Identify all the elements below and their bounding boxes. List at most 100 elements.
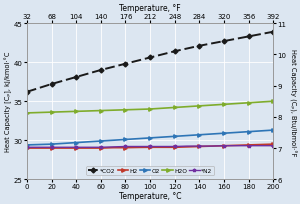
O2 bbox=[272, 129, 275, 132]
O2 bbox=[210, 133, 214, 135]
*CO2 bbox=[272, 31, 275, 34]
O2 bbox=[148, 137, 152, 140]
H2O bbox=[222, 104, 226, 106]
H2O bbox=[198, 105, 201, 108]
*CO2 bbox=[247, 36, 250, 38]
H2O bbox=[235, 103, 238, 105]
*N2 bbox=[62, 146, 66, 149]
O2 bbox=[160, 136, 164, 139]
H2O bbox=[111, 109, 115, 112]
*N2 bbox=[38, 146, 41, 149]
H2 bbox=[50, 147, 53, 150]
O2 bbox=[87, 141, 90, 143]
O2 bbox=[173, 135, 177, 138]
*N2 bbox=[222, 145, 226, 147]
*N2 bbox=[185, 145, 189, 148]
H2O bbox=[247, 102, 250, 104]
*N2 bbox=[259, 145, 263, 147]
O2 bbox=[62, 142, 66, 145]
*CO2 bbox=[124, 63, 127, 66]
*CO2 bbox=[87, 73, 90, 75]
*CO2 bbox=[185, 48, 189, 50]
H2 bbox=[62, 147, 66, 150]
H2O bbox=[259, 101, 263, 104]
*CO2 bbox=[210, 43, 214, 45]
H2 bbox=[185, 146, 189, 148]
*N2 bbox=[74, 146, 78, 149]
H2O bbox=[210, 104, 214, 107]
H2 bbox=[173, 146, 177, 149]
H2O bbox=[148, 108, 152, 111]
H2 bbox=[272, 143, 275, 146]
Line: H2: H2 bbox=[25, 143, 275, 150]
H2 bbox=[198, 145, 201, 148]
O2 bbox=[185, 135, 189, 137]
*CO2 bbox=[38, 87, 41, 90]
H2 bbox=[235, 144, 238, 147]
O2 bbox=[247, 131, 250, 133]
*N2 bbox=[210, 145, 214, 148]
H2 bbox=[124, 147, 127, 149]
*CO2 bbox=[50, 83, 53, 86]
O2 bbox=[111, 139, 115, 142]
*N2 bbox=[247, 145, 250, 147]
H2O bbox=[50, 111, 53, 114]
O2 bbox=[259, 130, 263, 132]
O2 bbox=[25, 144, 29, 146]
H2O bbox=[272, 101, 275, 103]
H2O bbox=[99, 110, 103, 112]
H2 bbox=[148, 146, 152, 149]
*CO2 bbox=[148, 57, 152, 59]
H2O bbox=[25, 112, 29, 115]
*N2 bbox=[148, 145, 152, 148]
H2O bbox=[38, 112, 41, 114]
X-axis label: Temperature, °F: Temperature, °F bbox=[119, 4, 181, 13]
Line: H2O: H2O bbox=[25, 100, 275, 115]
H2 bbox=[136, 146, 140, 149]
*N2 bbox=[124, 145, 127, 148]
O2 bbox=[74, 142, 78, 144]
*N2 bbox=[111, 146, 115, 148]
H2 bbox=[38, 147, 41, 150]
H2O bbox=[173, 107, 177, 109]
H2 bbox=[160, 146, 164, 149]
O2 bbox=[136, 138, 140, 140]
*N2 bbox=[235, 145, 238, 147]
*N2 bbox=[173, 145, 177, 148]
*N2 bbox=[160, 145, 164, 148]
H2 bbox=[210, 145, 214, 148]
H2 bbox=[247, 144, 250, 146]
*CO2 bbox=[99, 69, 103, 72]
*CO2 bbox=[62, 80, 66, 82]
*N2 bbox=[272, 145, 275, 147]
*N2 bbox=[99, 146, 103, 149]
O2 bbox=[99, 140, 103, 143]
Line: *CO2: *CO2 bbox=[25, 31, 275, 94]
H2 bbox=[99, 147, 103, 150]
*N2 bbox=[25, 146, 29, 149]
*N2 bbox=[50, 146, 53, 149]
O2 bbox=[222, 132, 226, 135]
Line: O2: O2 bbox=[25, 129, 275, 147]
O2 bbox=[38, 144, 41, 146]
H2O bbox=[62, 111, 66, 113]
*N2 bbox=[87, 146, 90, 149]
H2 bbox=[222, 145, 226, 147]
O2 bbox=[124, 139, 127, 141]
O2 bbox=[198, 134, 201, 136]
Line: *N2: *N2 bbox=[25, 144, 275, 149]
*CO2 bbox=[198, 45, 201, 48]
*N2 bbox=[198, 145, 201, 148]
H2O bbox=[87, 110, 90, 113]
Y-axis label: Heat Capacity [Cₚ], kJ/kmol·°C: Heat Capacity [Cₚ], kJ/kmol·°C bbox=[4, 52, 12, 152]
*CO2 bbox=[259, 34, 263, 36]
H2O bbox=[124, 109, 127, 111]
*N2 bbox=[136, 145, 140, 148]
H2O bbox=[185, 106, 189, 108]
*CO2 bbox=[173, 51, 177, 53]
*CO2 bbox=[222, 41, 226, 43]
*CO2 bbox=[235, 38, 238, 41]
H2O bbox=[74, 111, 78, 113]
*CO2 bbox=[25, 91, 29, 94]
O2 bbox=[235, 132, 238, 134]
